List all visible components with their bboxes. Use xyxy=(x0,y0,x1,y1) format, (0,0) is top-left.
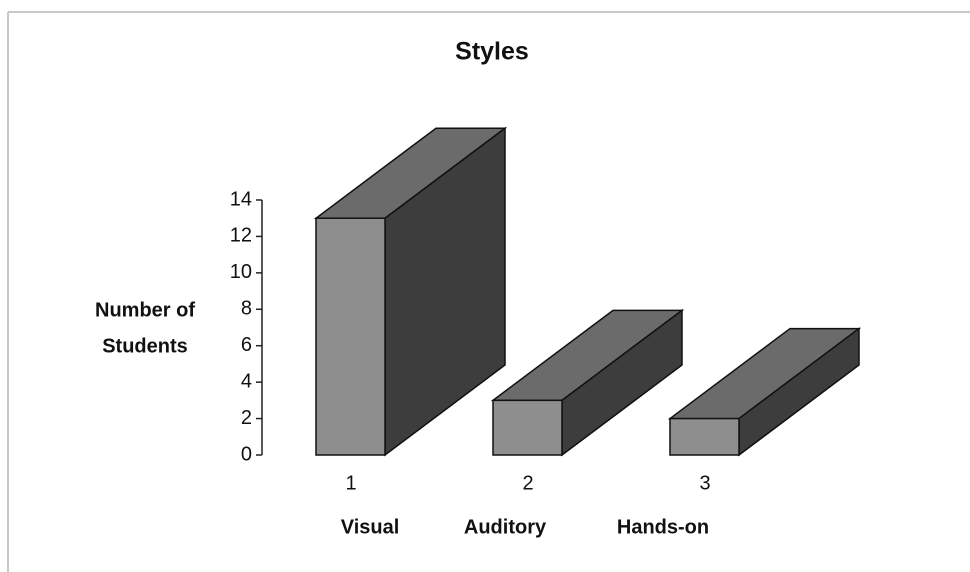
y-tick-label: 4 xyxy=(241,370,252,392)
bar xyxy=(669,417,740,456)
bar xyxy=(492,399,563,456)
y-tick-label: 10 xyxy=(230,261,252,283)
y-tick-label: 14 xyxy=(230,188,252,210)
group-label: Visual xyxy=(341,516,400,538)
y-tick-label: 12 xyxy=(230,225,252,247)
y-tick-label: 2 xyxy=(241,407,252,429)
chart-title: Styles xyxy=(455,38,529,66)
y-tick-label: 6 xyxy=(241,334,252,356)
x-tick-label: 2 xyxy=(522,472,533,494)
y-axis-label: Students xyxy=(102,335,188,357)
y-tick-label: 0 xyxy=(241,443,252,465)
bar xyxy=(315,217,386,456)
group-label: Hands-on xyxy=(617,516,709,538)
y-tick-label: 8 xyxy=(241,298,252,320)
x-tick-label: 3 xyxy=(699,472,710,494)
x-tick-label: 1 xyxy=(345,472,356,494)
group-label: Auditory xyxy=(464,516,547,538)
y-axis-label: Number of xyxy=(95,299,195,321)
